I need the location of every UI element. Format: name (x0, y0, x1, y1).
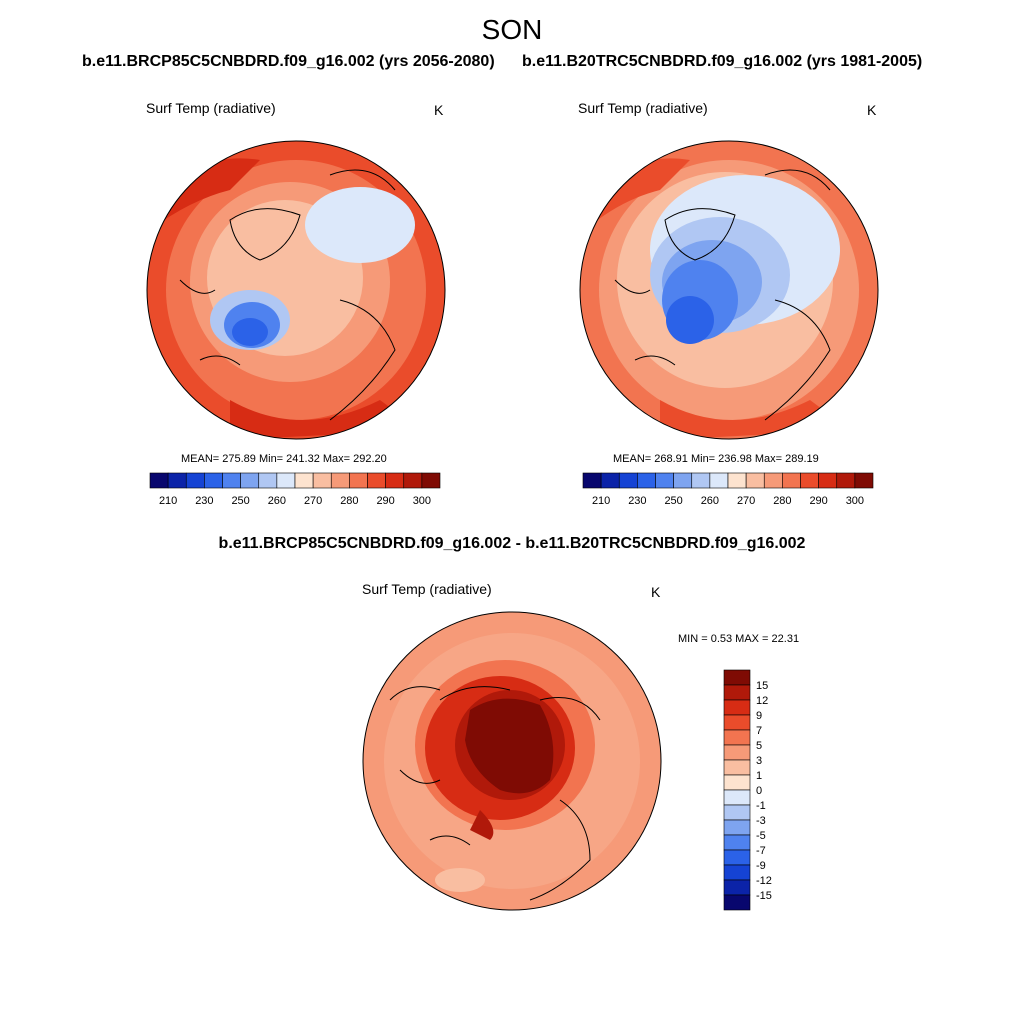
historical-colorbar-box (582, 472, 602, 489)
difference-stats: MIN = 0.53 MAX = 22.31 (678, 633, 800, 645)
difference-case-title: b.e11.BRCP85C5CNBDRD.f09_g16.002 - b.e11… (218, 535, 806, 552)
future-colorbar-tick-label: 280 (340, 495, 358, 507)
historical-colorbar-box (854, 472, 874, 489)
future-colorbar-box (204, 472, 223, 489)
historical-colorbar-box (782, 472, 801, 489)
difference-colorbar-tick-label: 12 (756, 695, 768, 707)
difference-colorbar-box (723, 879, 751, 896)
historical-colorbar-tick-label: 270 (737, 495, 755, 507)
historical-colorbar-box (709, 472, 729, 489)
historical-colorbar-box (637, 472, 656, 489)
difference-colorbar-box (723, 894, 751, 911)
historical-case-title: b.e11.B20TRC5CNBDRD.f09_g16.002 (yrs 198… (522, 53, 923, 70)
future-colorbar-box (367, 472, 386, 489)
difference-colorbar-box (723, 759, 751, 776)
figure-title: SON (481, 14, 543, 45)
future-colorbar-box (167, 472, 187, 489)
historical-colorbar-tick-label: 280 (773, 495, 791, 507)
historical-colorbar-box (745, 472, 765, 489)
future-colorbar-tick-label: 290 (376, 495, 394, 507)
historical-colorbar-box (727, 472, 747, 489)
future-units-label: K (434, 102, 444, 118)
difference-colorbar-tick-label: -5 (756, 830, 766, 842)
future-colorbar-tick-label: 230 (195, 495, 213, 507)
future-colorbar-box (185, 472, 205, 489)
future-colorbar-tick-label: 210 (159, 495, 177, 507)
historical-colorbar-box (763, 472, 783, 489)
future-stats: MEAN= 275.89 Min= 241.32 Max= 292.20 (181, 453, 387, 465)
difference-colorbar-tick-label: 5 (756, 740, 762, 752)
future-colorbar-tick-label: 270 (304, 495, 322, 507)
difference-colorbar-tick-label: -1 (756, 800, 766, 812)
historical-colorbar-box (673, 472, 693, 489)
historical-units-label: K (867, 102, 877, 118)
future-colorbar-box (240, 472, 260, 489)
future-colorbar-box (403, 472, 423, 489)
difference-colorbar-box (723, 699, 751, 716)
future-colorbar-tick-label: 260 (268, 495, 286, 507)
difference-colorbar-tick-label: -3 (756, 815, 766, 827)
future-colorbar-box (149, 472, 169, 489)
difference-colorbar-box (723, 684, 751, 701)
historical-colorbar-box (691, 472, 711, 489)
difference-colorbar-tick-label: -7 (756, 845, 766, 857)
difference-colorbar-box (723, 864, 751, 881)
future-colorbar-box (312, 472, 332, 489)
difference-variable-label: Surf Temp (radiative) (362, 581, 492, 597)
historical-colorbar-box (800, 472, 819, 489)
difference-colorbar-tick-label: 9 (756, 710, 762, 722)
difference-colorbar-tick-label: 0 (756, 785, 762, 797)
future-colorbar-box (421, 472, 441, 489)
future-colorbar-box (385, 472, 405, 489)
difference-colorbar-box (723, 714, 751, 731)
difference-colorbar: 15 12 9 7 5 3 1 0 -1 -3 -5 -7 -9 -12 -15 (723, 669, 772, 911)
difference-colorbar-box (723, 819, 751, 836)
future-colorbar-tick-label: 300 (413, 495, 431, 507)
difference-colorbar-tick-label: -9 (756, 860, 766, 872)
historical-colorbar-tick-label: 250 (664, 495, 682, 507)
future-colorbar-box (222, 472, 241, 489)
difference-colorbar-box (723, 849, 751, 866)
historical-colorbar-box (836, 472, 856, 489)
historical-colorbar-tick-label: 300 (846, 495, 864, 507)
historical-colorbar-box (655, 472, 674, 489)
difference-colorbar-box (723, 774, 751, 791)
future-colorbar-box (276, 472, 296, 489)
future-colorbar-tick-label: 250 (231, 495, 249, 507)
difference-units-label: K (651, 584, 661, 600)
difference-colorbar-box (723, 744, 751, 761)
future-colorbar-box (258, 472, 278, 489)
difference-colorbar-tick-label: 15 (756, 680, 768, 692)
difference-colorbar-tick-label: 1 (756, 770, 762, 782)
future-colorbar-box (330, 472, 350, 489)
future-colorbar: 210 230 250 260 270 280 290 300 (149, 472, 441, 507)
difference-colorbar-tick-label: 7 (756, 725, 762, 737)
historical-variable-label: Surf Temp (radiative) (578, 100, 708, 116)
difference-colorbar-tick-label: -12 (756, 875, 772, 887)
historical-colorbar-box (600, 472, 620, 489)
historical-stats: MEAN= 268.91 Min= 236.98 Max= 289.19 (613, 453, 819, 465)
historical-map (580, 141, 878, 439)
difference-colorbar-box (723, 804, 751, 821)
future-variable-label: Surf Temp (radiative) (146, 100, 276, 116)
difference-colorbar-box (723, 834, 751, 851)
difference-colorbar-box (723, 789, 751, 806)
future-colorbar-box (349, 472, 368, 489)
difference-map (363, 612, 661, 910)
historical-colorbar-tick-label: 260 (701, 495, 719, 507)
historical-colorbar-tick-label: 210 (592, 495, 610, 507)
historical-colorbar-tick-label: 290 (809, 495, 827, 507)
historical-colorbar-box (618, 472, 638, 489)
difference-colorbar-tick-label: -15 (756, 890, 772, 902)
future-case-title: b.e11.BRCP85C5CNBDRD.f09_g16.002 (yrs 20… (82, 53, 495, 70)
difference-colorbar-tick-label: 3 (756, 755, 762, 767)
historical-colorbar: 210 230 250 260 270 280 290 300 (582, 472, 874, 507)
historical-colorbar-box (818, 472, 838, 489)
difference-colorbar-box (723, 669, 751, 686)
future-colorbar-box (294, 472, 314, 489)
historical-colorbar-tick-label: 230 (628, 495, 646, 507)
future-map (147, 141, 445, 439)
difference-colorbar-box (723, 729, 751, 746)
